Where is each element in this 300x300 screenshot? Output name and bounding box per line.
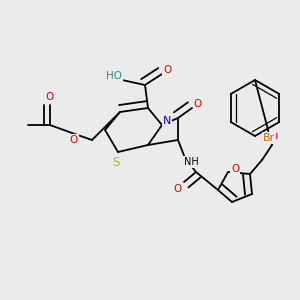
Text: HO: HO xyxy=(106,71,122,81)
Text: NH: NH xyxy=(184,157,198,167)
Text: O: O xyxy=(70,135,78,145)
Text: O: O xyxy=(174,184,182,194)
Text: O: O xyxy=(194,99,202,109)
Text: O: O xyxy=(46,92,54,102)
Text: O: O xyxy=(270,132,278,142)
Text: N: N xyxy=(163,116,171,126)
Text: S: S xyxy=(112,155,120,169)
Text: O: O xyxy=(231,164,239,174)
Text: O: O xyxy=(163,65,171,75)
Text: Br: Br xyxy=(263,133,275,143)
